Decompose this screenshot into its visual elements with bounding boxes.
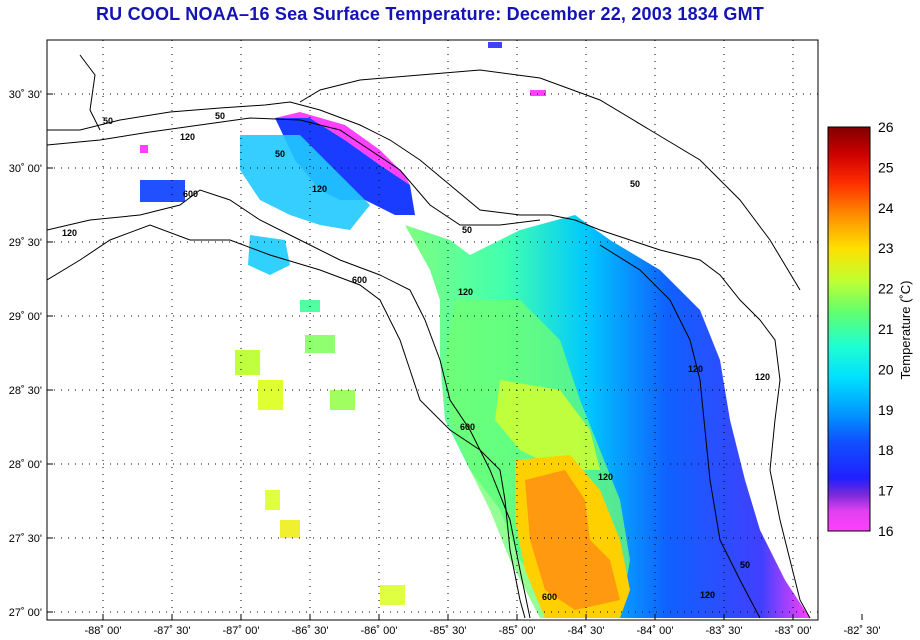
- contour-label: 120: [62, 228, 77, 238]
- sst-speck: [488, 42, 502, 48]
- contour-50: [47, 117, 541, 226]
- contour-label: 600: [352, 275, 367, 285]
- map-title: RU COOL NOAA–16 Sea Surface Temperature:…: [95, 4, 764, 24]
- map-border: [46, 39, 819, 621]
- lat-tick-label: 29˚ 30': [9, 237, 42, 249]
- contour-label: 120: [598, 472, 613, 482]
- sst-speck: [330, 390, 355, 410]
- colorbar-tick-label: 20: [878, 361, 894, 377]
- lat-tick-label: 27˚ 30': [9, 533, 42, 545]
- colorbar-tick-label: 16: [878, 523, 894, 539]
- colorbar-tick-label: 25: [878, 159, 894, 175]
- colorbar-title: Temperature (˚C): [898, 281, 913, 380]
- lon-tick-label: -86˚ 30': [292, 625, 329, 637]
- lon-tick-label: -83˚ 00': [775, 625, 812, 637]
- contour-label: 50: [462, 225, 472, 235]
- colorbar-tick-label: 19: [878, 402, 894, 418]
- contour-label: 120: [688, 364, 703, 374]
- sst-patch-panhandle-edge: [275, 112, 410, 185]
- coastline-and-contours: [47, 54, 811, 619]
- state-boundary: [299, 69, 801, 291]
- sst-patch-orange: [525, 470, 620, 610]
- colorbar-tick-label: 24: [878, 200, 894, 216]
- latitude-axis: 30˚ 30' 30˚ 00' 29˚ 30' 29˚ 00' 28˚ 30' 28˚ 0…: [9, 89, 53, 619]
- lon-tick-label: -82˚ 30': [844, 625, 881, 637]
- sst-speck: [530, 90, 546, 96]
- contour-label: 50: [275, 149, 285, 159]
- contour-120: [47, 189, 531, 619]
- coastline: [47, 101, 811, 619]
- graticule: [47, 40, 818, 620]
- contour-label: 120: [458, 287, 473, 297]
- lon-tick-label: -84˚ 00': [637, 625, 674, 637]
- contour-600: [47, 224, 526, 619]
- sst-patch-west-shelf: [240, 135, 370, 230]
- contour-label: 120: [755, 372, 770, 382]
- coastline: [79, 54, 101, 131]
- contour-label: 120: [312, 184, 327, 194]
- colorbar-tick-label: 23: [878, 240, 894, 256]
- contour-label: 600: [183, 189, 198, 199]
- lat-tick-label: 30˚ 00': [9, 163, 42, 175]
- contour-label: 50: [740, 560, 750, 570]
- lat-tick-label: 27˚ 00': [9, 607, 42, 619]
- contour-label-group: 50 50 50 50 50 120 120 120 120 120 120 1…: [62, 111, 770, 602]
- sst-speck: [280, 520, 300, 538]
- longitude-axis: -88˚ 00' -87˚ 30' -87˚ 00' -86˚ 30' -86˚ 00'…: [85, 614, 881, 637]
- sst-speck: [380, 585, 405, 605]
- contour-label: 600: [542, 592, 557, 602]
- contour-label: 600: [460, 422, 475, 432]
- sst-speck: [258, 380, 283, 410]
- colorbar-tick-label: 21: [878, 321, 894, 337]
- colorbar: [827, 126, 871, 532]
- lon-tick-label: -87˚ 00': [223, 625, 260, 637]
- sst-speck: [235, 350, 260, 375]
- lon-tick-label: -85˚ 00': [499, 625, 536, 637]
- sst-patch-yellow-north: [495, 380, 600, 470]
- lat-tick-label: 30˚ 30': [9, 89, 42, 101]
- sst-speck: [140, 145, 148, 153]
- contour-label: 120: [700, 590, 715, 600]
- lon-tick-label: -88˚ 00': [85, 625, 122, 637]
- contour-label: 50: [103, 116, 113, 126]
- lat-tick-label: 28˚ 00': [9, 459, 42, 471]
- lon-tick-label: -83˚ 30': [706, 625, 743, 637]
- contour-label: 120: [180, 132, 195, 142]
- colorbar-tick-label: 18: [878, 442, 894, 458]
- colorbar-tick-label: 17: [878, 483, 894, 499]
- lat-tick-label: 28˚ 30': [9, 385, 42, 397]
- sst-speck: [140, 180, 185, 202]
- colorbar-tick-label: 22: [878, 281, 894, 297]
- lat-tick-label: 29˚ 00': [9, 311, 42, 323]
- lon-tick-label: -84˚ 30': [568, 625, 605, 637]
- lon-tick-label: -87˚ 30': [154, 625, 191, 637]
- sst-patch-panhandle: [275, 118, 415, 215]
- colorbar-ticks: 26 25 24 23 22 21 20 19 18 17 16: [878, 119, 894, 539]
- contour-label: 50: [630, 179, 640, 189]
- colorbar-tick-label: 26: [878, 119, 894, 135]
- lon-tick-label: -86˚ 00': [361, 625, 398, 637]
- lon-tick-label: -85˚ 30': [430, 625, 467, 637]
- sst-speck: [305, 335, 335, 353]
- sst-speck: [265, 490, 280, 510]
- contour-label: 50: [215, 111, 225, 121]
- contour-inner-120: [599, 244, 761, 619]
